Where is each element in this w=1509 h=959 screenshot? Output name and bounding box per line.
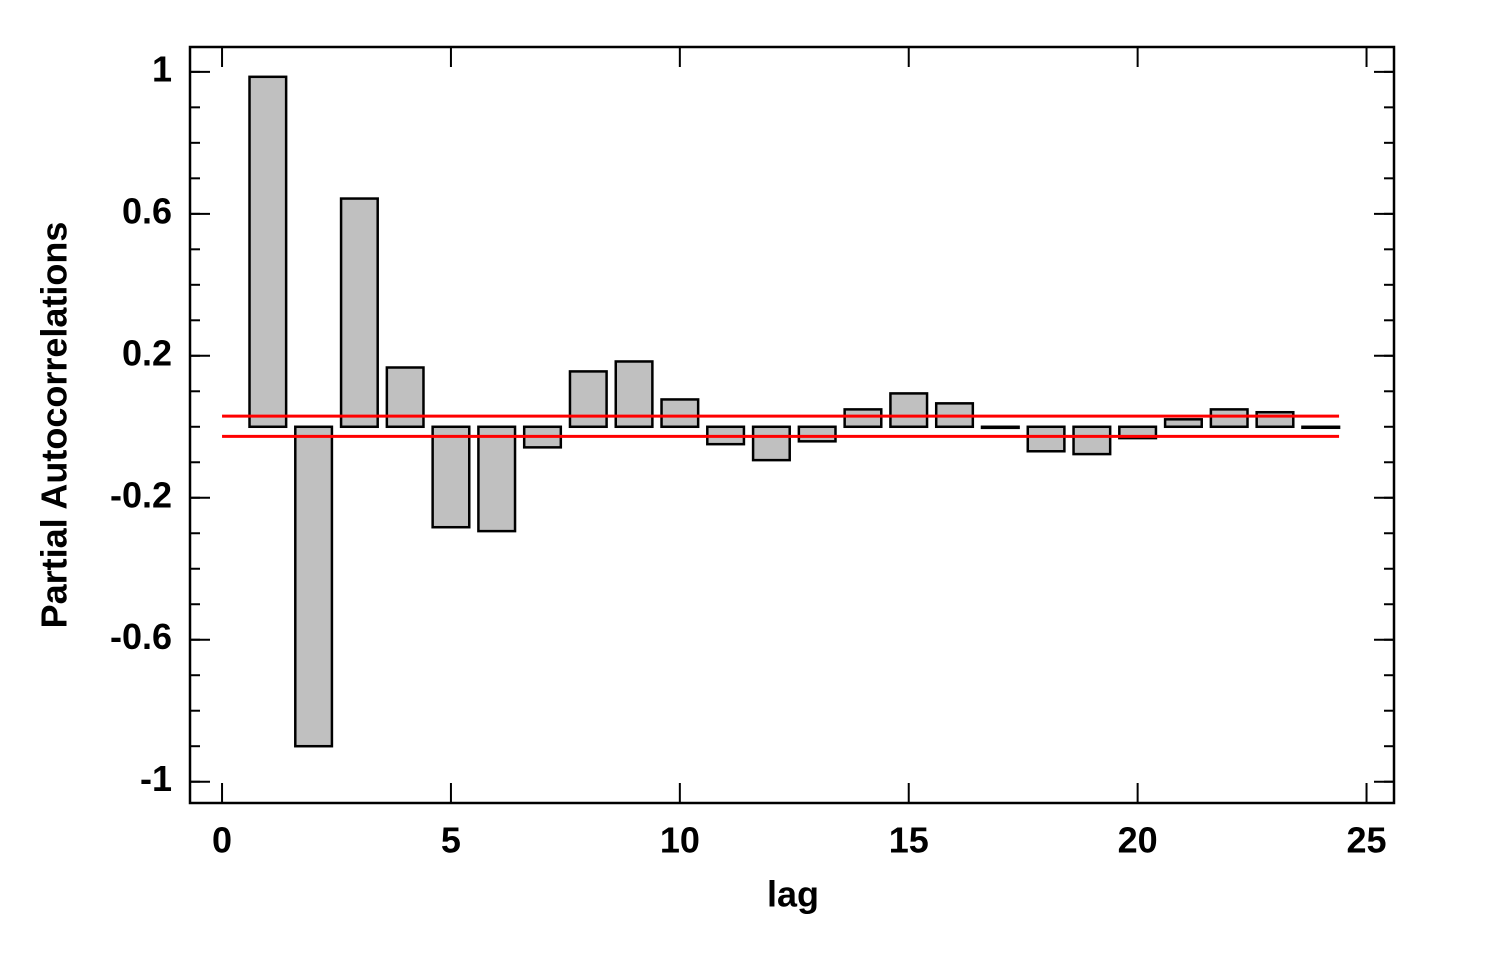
x-tick-label: 25 bbox=[1347, 820, 1387, 861]
bar bbox=[339, 197, 379, 429]
bar bbox=[1026, 425, 1066, 453]
y-tick-label: -0.2 bbox=[110, 474, 172, 515]
x-tick-label: 15 bbox=[889, 820, 929, 861]
bar bbox=[385, 366, 425, 429]
x-axis-label: lag bbox=[767, 874, 819, 915]
bar bbox=[1255, 410, 1295, 429]
bar bbox=[1163, 418, 1203, 429]
bar bbox=[1072, 425, 1112, 456]
bar bbox=[1301, 425, 1341, 430]
bar bbox=[797, 425, 837, 443]
bar bbox=[980, 425, 1020, 430]
plot-frame bbox=[188, 45, 1396, 805]
bar bbox=[248, 75, 288, 429]
y-tick-label: 0.6 bbox=[122, 190, 172, 231]
bar bbox=[294, 425, 334, 748]
bar bbox=[431, 425, 471, 529]
bar bbox=[1209, 408, 1249, 429]
x-tick-label: 20 bbox=[1118, 820, 1158, 861]
bar bbox=[751, 425, 791, 462]
y-tick-label: 1 bbox=[152, 48, 172, 89]
y-tick-label: -1 bbox=[140, 758, 172, 799]
x-tick-label: 5 bbox=[441, 820, 461, 861]
bar bbox=[843, 408, 883, 429]
y-tick-label: 0.2 bbox=[122, 332, 172, 373]
y-axis-label: Partial Autocorrelations bbox=[34, 222, 75, 629]
bar bbox=[1118, 425, 1158, 440]
x-tick-label: 0 bbox=[212, 820, 232, 861]
bar bbox=[568, 370, 608, 429]
bar bbox=[477, 425, 517, 533]
bar bbox=[660, 398, 700, 429]
bar bbox=[889, 392, 929, 429]
x-tick-label: 10 bbox=[660, 820, 700, 861]
y-tick-label: -0.6 bbox=[110, 616, 172, 657]
